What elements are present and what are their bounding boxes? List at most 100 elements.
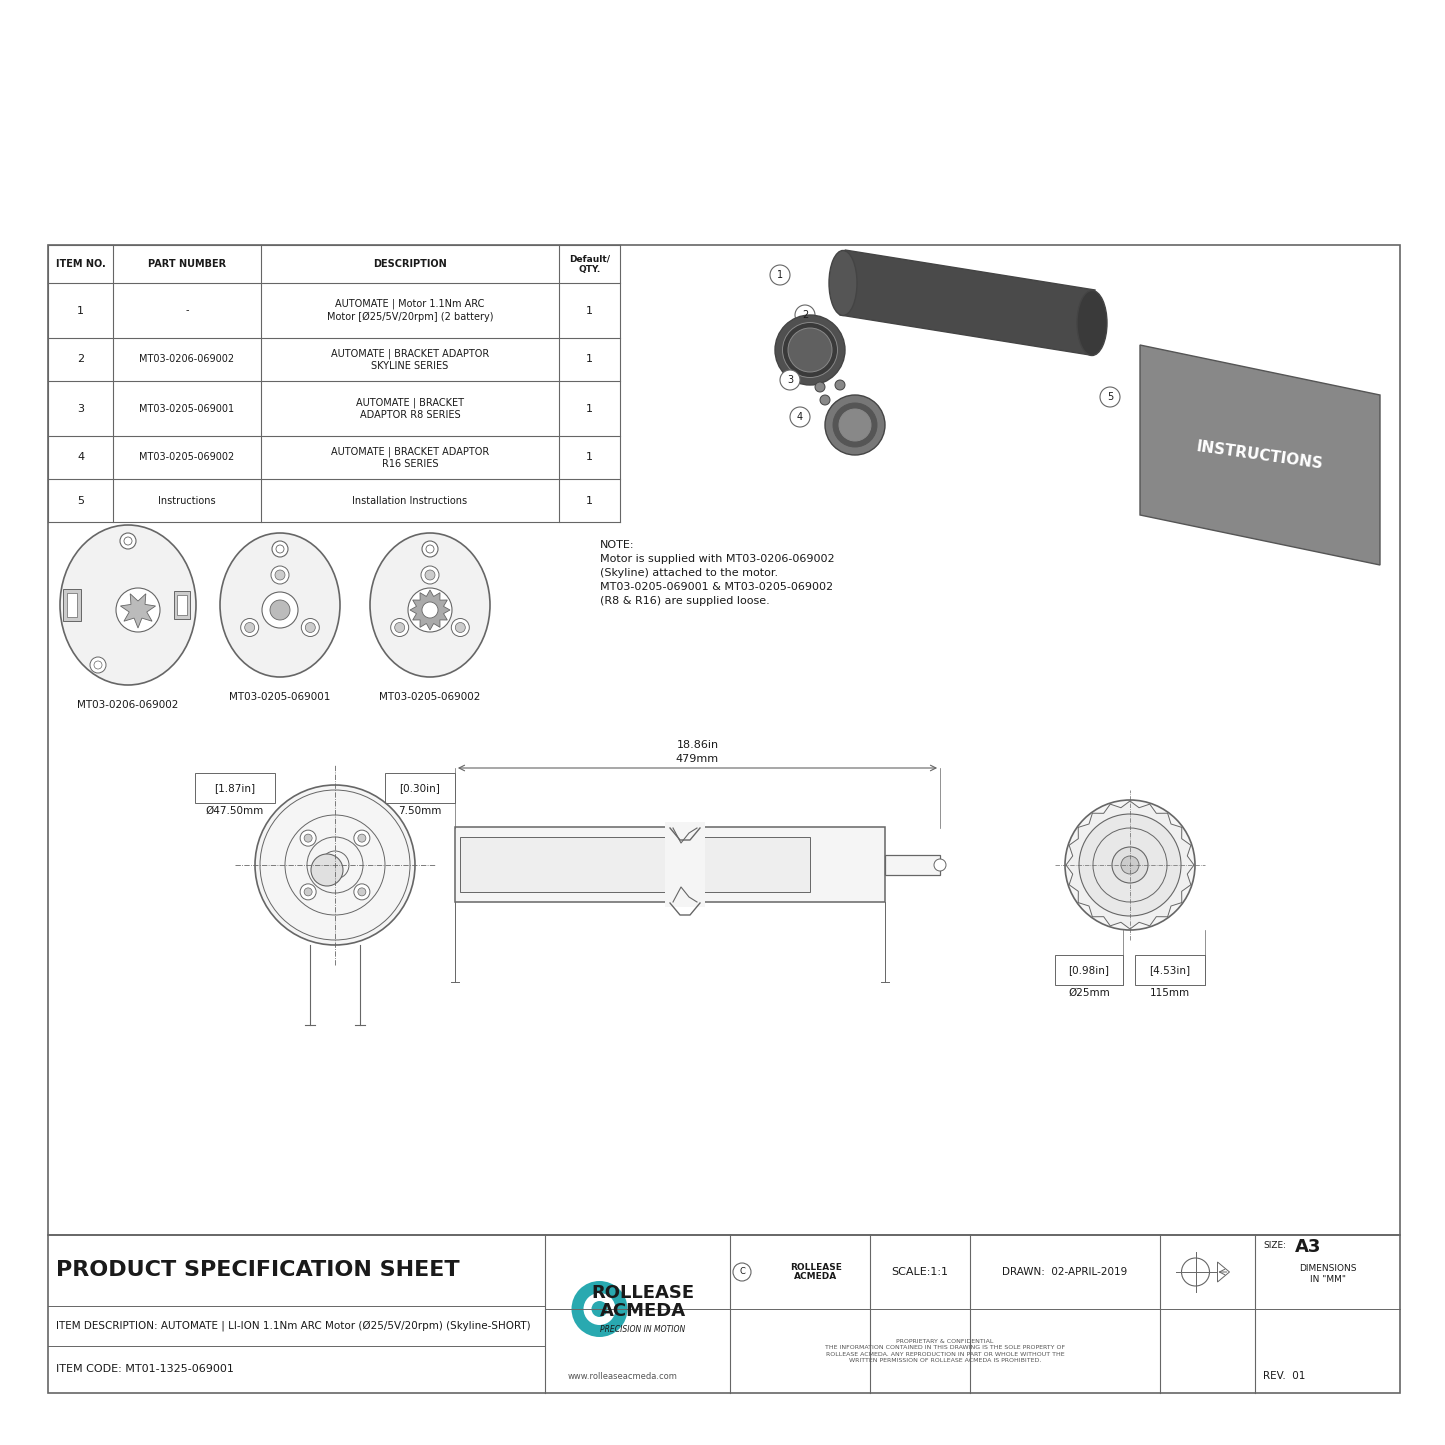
Circle shape [933, 858, 946, 871]
Circle shape [835, 380, 845, 390]
Circle shape [1065, 801, 1195, 931]
Bar [1134, 955, 1205, 985]
Text: 3: 3 [788, 376, 793, 384]
Circle shape [272, 540, 288, 556]
Bar [455, 827, 884, 902]
Circle shape [311, 854, 342, 886]
Circle shape [584, 1293, 616, 1325]
Bar [665, 822, 705, 907]
Text: -: - [185, 305, 189, 315]
Bar [173, 591, 189, 618]
Ellipse shape [220, 533, 340, 678]
Text: ROLLEASE
ACMEDA: ROLLEASE ACMEDA [790, 1263, 842, 1282]
Text: MT03-0205-069002: MT03-0205-069002 [379, 692, 481, 702]
Circle shape [790, 407, 811, 428]
Circle shape [422, 603, 438, 618]
Text: PROPRIETARY & CONFIDENTIAL
THE INFORMATION CONTAINED IN THIS DRAWING IS THE SOLE: PROPRIETARY & CONFIDENTIAL THE INFORMATI… [825, 1338, 1065, 1364]
Circle shape [358, 834, 366, 842]
Text: PART NUMBER: PART NUMBER [147, 259, 225, 269]
Circle shape [305, 623, 315, 633]
Circle shape [303, 887, 312, 896]
Circle shape [390, 618, 409, 636]
Circle shape [788, 328, 832, 371]
Text: 5: 5 [1107, 392, 1113, 402]
Circle shape [780, 370, 801, 390]
Ellipse shape [61, 525, 197, 685]
Text: 1: 1 [587, 452, 592, 462]
Circle shape [455, 623, 465, 633]
Ellipse shape [775, 315, 845, 384]
Polygon shape [410, 590, 449, 630]
Text: ITEM CODE: MT01-1325-069001: ITEM CODE: MT01-1325-069001 [56, 1364, 234, 1374]
Text: A3: A3 [1295, 1238, 1321, 1256]
Circle shape [420, 566, 439, 584]
Text: DIMENSIONS
IN "MM": DIMENSIONS IN "MM" [1299, 1264, 1357, 1283]
Text: REV.  01: REV. 01 [1263, 1371, 1305, 1381]
Text: [4.53in]: [4.53in] [1149, 965, 1191, 975]
Circle shape [394, 623, 405, 633]
Text: INSTRUCTIONS: INSTRUCTIONS [1195, 439, 1325, 471]
Text: 479mm: 479mm [676, 754, 720, 764]
Ellipse shape [783, 322, 838, 377]
Circle shape [241, 618, 259, 636]
Polygon shape [1140, 345, 1380, 565]
Circle shape [262, 592, 298, 629]
Circle shape [591, 1300, 607, 1316]
Polygon shape [840, 250, 1095, 355]
Bar [384, 773, 455, 803]
Bar [66, 592, 77, 617]
Circle shape [120, 533, 136, 549]
Circle shape [275, 569, 285, 579]
Text: PRECISION IN MOTION: PRECISION IN MOTION [600, 1325, 685, 1335]
Text: 115mm: 115mm [1150, 988, 1191, 998]
Bar [460, 837, 811, 892]
Text: 2: 2 [77, 354, 84, 364]
Text: 5: 5 [77, 496, 84, 506]
Text: Default/
QTY.: Default/ QTY. [569, 254, 610, 273]
Text: www.rolleaseacmeda.com: www.rolleaseacmeda.com [568, 1371, 678, 1381]
Text: MT03-0205-069002: MT03-0205-069002 [139, 452, 234, 462]
Circle shape [819, 394, 829, 405]
Circle shape [301, 884, 316, 900]
Text: DESCRIPTION: DESCRIPTION [373, 259, 447, 269]
Text: 1: 1 [587, 496, 592, 506]
Text: 1: 1 [587, 403, 592, 413]
Circle shape [770, 264, 790, 285]
Text: PRODUCT SPECIFICATION SHEET: PRODUCT SPECIFICATION SHEET [56, 1260, 460, 1280]
Circle shape [1100, 387, 1120, 407]
Text: Ø25mm: Ø25mm [1068, 988, 1110, 998]
Circle shape [1121, 855, 1139, 874]
Circle shape [244, 623, 254, 633]
Circle shape [358, 887, 366, 896]
Circle shape [303, 834, 312, 842]
Text: 4: 4 [798, 412, 803, 422]
Circle shape [795, 305, 815, 325]
Circle shape [302, 618, 319, 636]
Circle shape [354, 829, 370, 847]
Polygon shape [120, 594, 156, 629]
Text: [0.98in]: [0.98in] [1068, 965, 1110, 975]
Text: [1.87in]: [1.87in] [214, 783, 256, 793]
Polygon shape [1066, 801, 1194, 929]
Text: 7.50mm: 7.50mm [399, 806, 442, 816]
Ellipse shape [1077, 290, 1107, 355]
Text: MT03-0206-069002: MT03-0206-069002 [78, 699, 179, 709]
Text: AUTOMATE | BRACKET
ADAPTOR R8 SERIES: AUTOMATE | BRACKET ADAPTOR R8 SERIES [355, 397, 464, 420]
Text: 1: 1 [587, 354, 592, 364]
Ellipse shape [829, 250, 857, 315]
Bar [176, 595, 186, 616]
Circle shape [1079, 814, 1181, 916]
Text: AUTOMATE | BRACKET ADAPTOR
SKYLINE SERIES: AUTOMATE | BRACKET ADAPTOR SKYLINE SERIE… [331, 348, 488, 371]
Text: SIZE:: SIZE: [1263, 1241, 1286, 1250]
Text: Ø47.50mm: Ø47.50mm [205, 806, 264, 816]
Bar [48, 246, 1400, 1235]
Text: 3: 3 [77, 403, 84, 413]
Circle shape [815, 381, 825, 392]
Text: [0.30in]: [0.30in] [400, 783, 441, 793]
Text: Instructions: Instructions [158, 496, 215, 506]
Text: SCALE:1:1: SCALE:1:1 [892, 1267, 948, 1277]
Text: AUTOMATE | BRACKET ADAPTOR
R16 SERIES: AUTOMATE | BRACKET ADAPTOR R16 SERIES [331, 447, 488, 470]
Circle shape [422, 540, 438, 556]
Circle shape [1113, 847, 1147, 883]
Circle shape [451, 618, 470, 636]
